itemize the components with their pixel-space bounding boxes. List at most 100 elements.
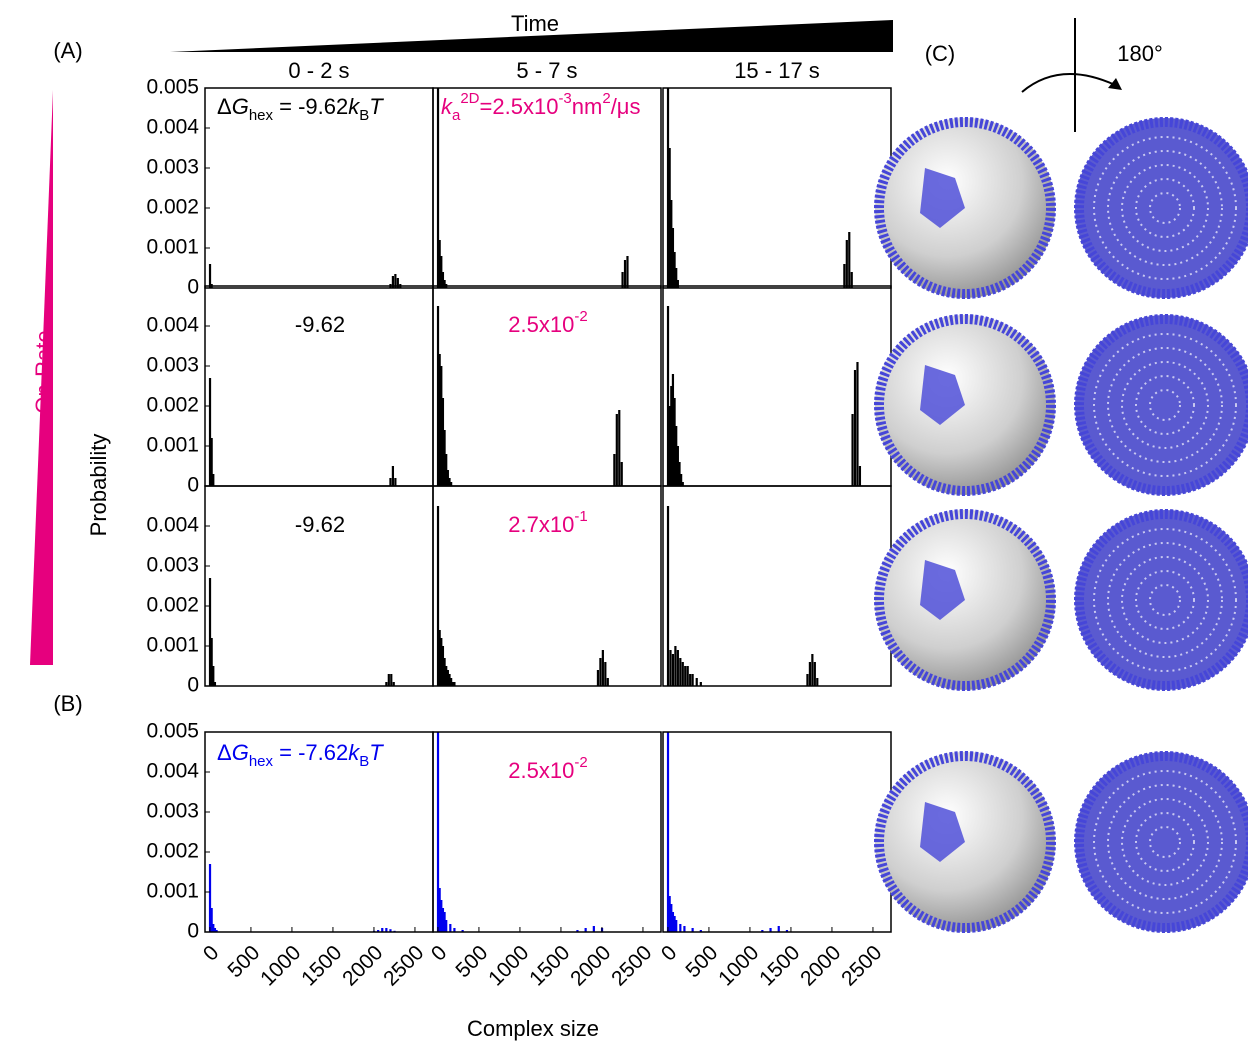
panel-frame: [432, 87, 662, 289]
bar: [389, 478, 392, 486]
x-tick-label: 2000: [338, 941, 387, 990]
bar: [683, 926, 686, 932]
bar: [438, 888, 441, 932]
bar: [213, 682, 217, 686]
bar: [394, 478, 397, 486]
bar: [856, 362, 859, 486]
bar: [620, 462, 623, 486]
bar: [813, 662, 816, 686]
y-axis-label: Probability: [86, 434, 111, 537]
bar: [394, 274, 397, 288]
bar: [208, 864, 212, 932]
cluster: [920, 365, 965, 425]
bar: [623, 260, 627, 288]
y-tick-label: 0.001: [146, 880, 199, 903]
annotation-part: Δ: [217, 94, 232, 119]
y-tick-label: 0.005: [146, 76, 199, 99]
y-tick-label: 0.003: [146, 354, 199, 377]
bar: [670, 386, 673, 486]
bar: [618, 410, 621, 486]
bar: [845, 240, 848, 288]
bar: [440, 900, 443, 932]
annotation-part: -2: [574, 754, 587, 771]
annotation-part: Δ: [217, 740, 232, 765]
annotation-part: = -7.62: [273, 740, 348, 765]
lattice: [1107, 784, 1223, 900]
cluster: [920, 802, 965, 862]
y-tick-label: 0.002: [146, 394, 199, 417]
bar: [675, 426, 678, 486]
annotation-part: B: [359, 107, 369, 124]
bar: [843, 264, 846, 288]
bar: [392, 682, 395, 686]
bar: [601, 650, 604, 686]
lattice: [1135, 812, 1195, 872]
bar: [621, 272, 624, 288]
bar: [761, 930, 764, 932]
bar: [441, 908, 445, 932]
bar: [699, 930, 702, 932]
lattice: [1107, 347, 1223, 463]
bar: [695, 678, 698, 686]
rotation-label: 180°: [1117, 41, 1163, 66]
bar: [436, 506, 440, 686]
annotation-part: hex: [249, 107, 274, 124]
bar: [769, 928, 772, 932]
annotation: ΔGhex = -7.62kBT: [217, 740, 384, 771]
bar: [448, 478, 451, 486]
time-label: Time: [511, 11, 559, 36]
lattice: [1135, 570, 1195, 630]
bar: [606, 678, 609, 686]
panel-label: (B): [53, 691, 82, 716]
bar: [441, 272, 445, 288]
bar: [212, 474, 215, 486]
bar: [385, 928, 388, 932]
bar: [604, 662, 607, 686]
x-tick-label: 0: [199, 941, 224, 966]
x-tick-label: 1500: [755, 941, 804, 990]
y-tick-label: 0.002: [146, 840, 199, 863]
annotation-part: T: [369, 740, 384, 765]
sphere: [1075, 752, 1248, 932]
bar: [385, 682, 388, 686]
annotation-part: T: [369, 94, 384, 119]
bar: [440, 256, 443, 288]
bar: [853, 370, 857, 486]
y-tick-label: 0: [187, 276, 199, 299]
on-rate-label: On-Rate: [31, 330, 56, 413]
bar: [453, 928, 456, 932]
time-wedge: [170, 20, 893, 52]
y-tick-label: 0.004: [146, 514, 199, 537]
y-tick-label: 0.003: [146, 800, 199, 823]
y-tick-label: 0.005: [146, 720, 199, 743]
on-rate-wedge: [30, 90, 53, 665]
arrow-head: [1108, 78, 1122, 90]
annotation: ka2D=2.5x10-3nm2/μs: [441, 90, 640, 124]
sphere: [1075, 510, 1248, 690]
y-tick-label: 0.004: [146, 760, 199, 783]
y-tick-label: 0.003: [146, 554, 199, 577]
bar: [448, 674, 451, 686]
bar: [684, 666, 687, 686]
bar: [576, 930, 579, 932]
y-tick-label: 0.002: [146, 196, 199, 219]
bar: [210, 638, 213, 686]
bar: [669, 650, 672, 686]
panel-frame: [432, 485, 662, 687]
column-title: 0 - 2 s: [288, 58, 349, 83]
bar: [436, 732, 440, 932]
bar: [440, 638, 443, 686]
bar: [592, 926, 595, 932]
lattice: [1093, 528, 1237, 672]
bar: [808, 662, 812, 686]
bar: [668, 896, 671, 932]
bar: [391, 466, 395, 486]
sphere: [1075, 315, 1248, 495]
bar: [666, 88, 670, 288]
bar: [806, 674, 809, 686]
lattice: [1121, 361, 1209, 449]
bar: [681, 662, 684, 686]
bar: [671, 228, 675, 288]
x-tick-label: 2500: [837, 941, 886, 990]
